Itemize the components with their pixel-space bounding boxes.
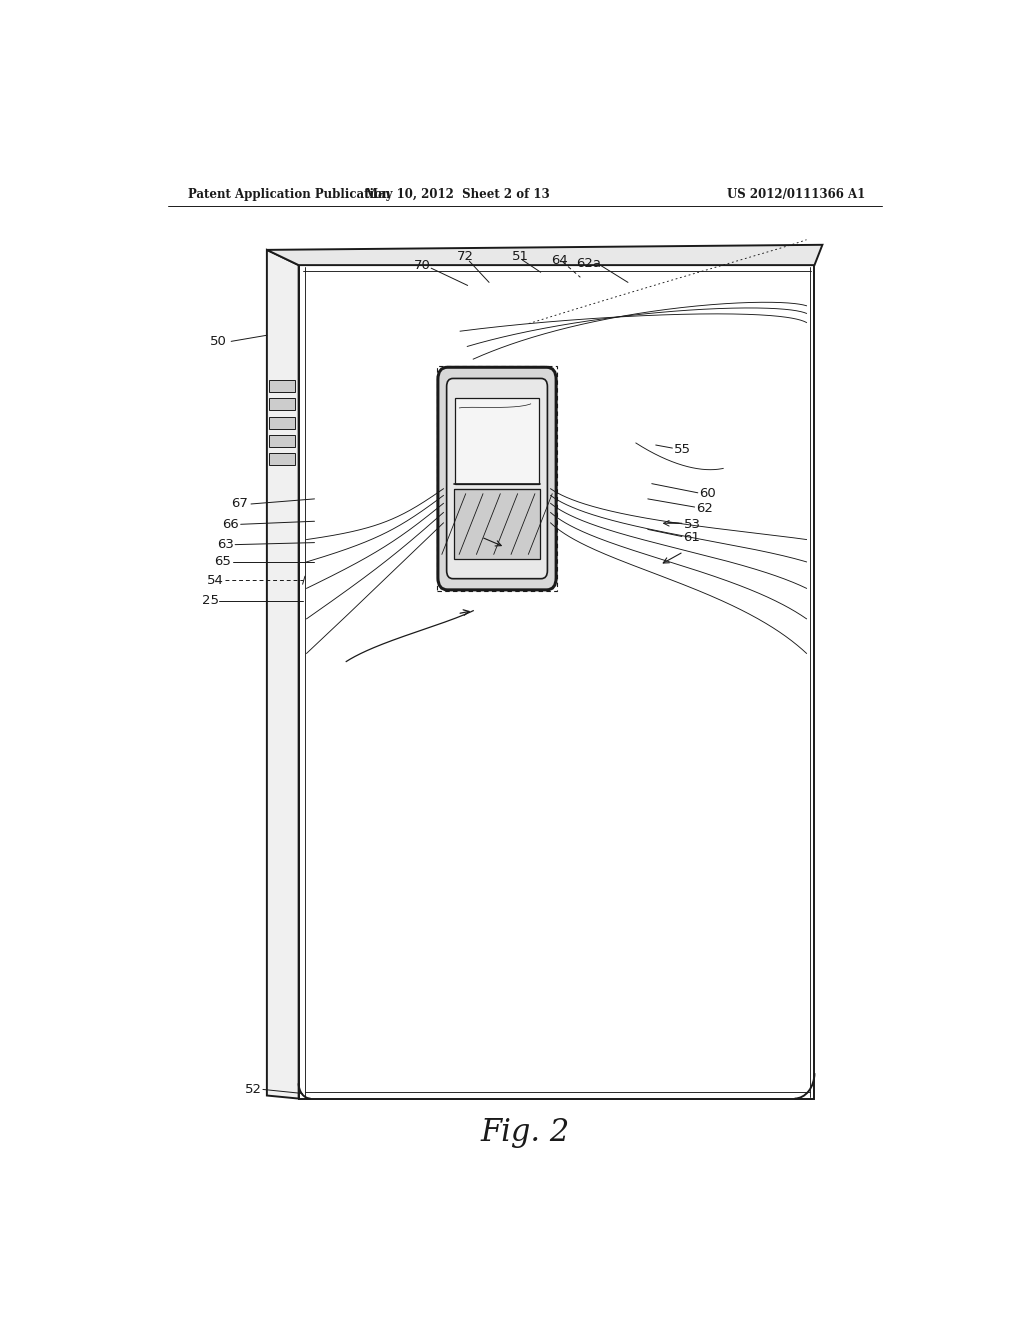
- Bar: [269, 399, 295, 411]
- Text: 53: 53: [684, 517, 700, 531]
- Text: 54: 54: [207, 574, 224, 586]
- Polygon shape: [267, 244, 822, 265]
- FancyBboxPatch shape: [438, 367, 556, 590]
- Bar: [269, 380, 295, 392]
- Text: 61: 61: [684, 531, 700, 544]
- Text: 67: 67: [231, 498, 248, 511]
- Text: Fig. 2: Fig. 2: [480, 1117, 569, 1147]
- Text: May 10, 2012  Sheet 2 of 13: May 10, 2012 Sheet 2 of 13: [365, 189, 550, 202]
- Bar: [269, 453, 295, 466]
- Text: 60: 60: [699, 487, 716, 500]
- Polygon shape: [267, 249, 299, 1098]
- Bar: [269, 417, 295, 429]
- Text: 70: 70: [414, 259, 430, 272]
- Text: 66: 66: [221, 517, 239, 531]
- Text: 51: 51: [512, 251, 529, 264]
- Text: 25: 25: [202, 594, 219, 607]
- Bar: [454, 488, 541, 560]
- Text: Patent Application Publication: Patent Application Publication: [187, 189, 390, 202]
- Polygon shape: [299, 265, 814, 1098]
- Bar: [456, 397, 539, 483]
- Text: 55: 55: [674, 442, 691, 455]
- Bar: [269, 434, 295, 447]
- Text: 72: 72: [458, 251, 474, 264]
- Text: 64: 64: [551, 253, 567, 267]
- Bar: [437, 366, 557, 591]
- Text: 52: 52: [245, 1082, 262, 1096]
- Text: 50: 50: [210, 335, 226, 348]
- Text: 62: 62: [696, 502, 713, 515]
- Text: 62a: 62a: [577, 256, 601, 269]
- FancyBboxPatch shape: [446, 379, 548, 578]
- Text: 63: 63: [217, 539, 233, 552]
- Text: US 2012/0111366 A1: US 2012/0111366 A1: [727, 189, 865, 202]
- Text: 65: 65: [214, 556, 230, 569]
